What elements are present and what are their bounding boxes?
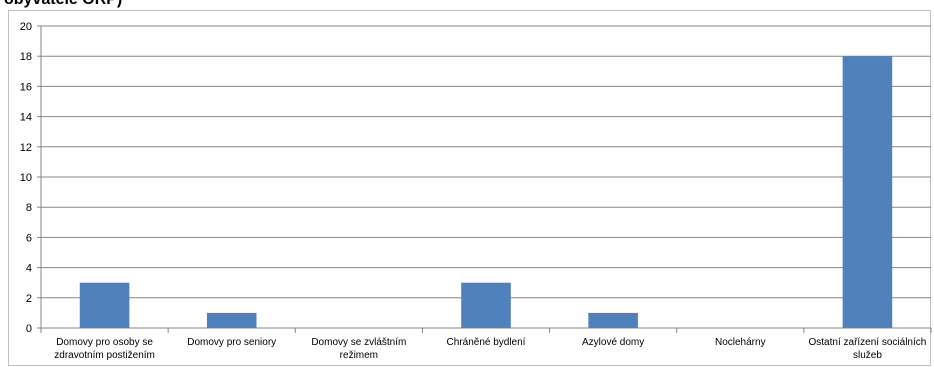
y-tick-label: 14: [20, 112, 32, 124]
chart-title: obyvatele ORP): [4, 0, 122, 9]
x-tick-label: režimem: [340, 350, 378, 361]
x-tick-label: Domovy se zvláštním: [311, 337, 406, 348]
y-tick-label: 4: [26, 263, 32, 275]
x-tick-label: Ostatní zařízení sociálních: [809, 337, 927, 348]
bar: [588, 312, 638, 328]
bar: [79, 282, 130, 328]
y-tick-label: 8: [26, 202, 32, 214]
x-tick-label: Domovy pro seniory: [187, 337, 276, 348]
x-tick-label: Azylové domy: [582, 337, 644, 348]
x-tick-label: Domovy pro osoby se: [56, 337, 153, 348]
y-tick-label: 6: [26, 232, 32, 244]
y-tick-label: 12: [20, 142, 32, 154]
x-tick-label: zdravotním postižením: [54, 350, 155, 361]
bar: [461, 282, 511, 328]
y-tick-label: 16: [20, 81, 32, 93]
y-tick-label: 18: [20, 51, 32, 63]
y-tick-label: 2: [26, 293, 32, 305]
bar: [206, 312, 257, 328]
y-tick-label: 10: [20, 172, 32, 184]
x-tick-label: Chráněné bydlení: [447, 337, 526, 348]
x-tick-label: služeb: [853, 350, 882, 361]
y-tick-label: 20: [20, 21, 32, 33]
x-tick-label: Noclehárny: [715, 337, 766, 348]
bar: [842, 56, 893, 328]
y-tick-label: 0: [26, 323, 32, 335]
